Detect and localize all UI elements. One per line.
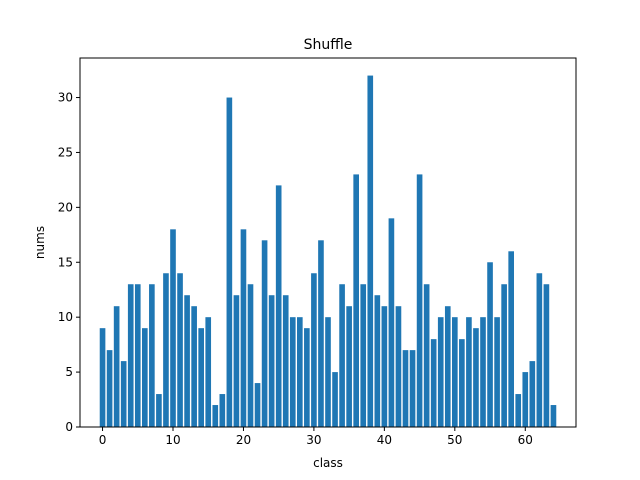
y-tick-label: 5 bbox=[65, 365, 73, 379]
x-tick-label: 20 bbox=[236, 433, 251, 447]
x-axis-ticks: 0 10 20 30 40 50 60 bbox=[99, 427, 533, 447]
bar-class-31 bbox=[318, 240, 324, 427]
bar-class-3 bbox=[120, 361, 127, 427]
bar-class-12 bbox=[184, 295, 190, 427]
bar-class-25 bbox=[275, 185, 282, 427]
bar-class-42 bbox=[395, 306, 402, 427]
bar-class-24 bbox=[268, 295, 275, 427]
y-axis-ticks: 0 5 10 15 20 25 30 bbox=[58, 91, 80, 434]
bar-class-32 bbox=[325, 317, 331, 427]
x-tick-label: 40 bbox=[377, 433, 392, 447]
bar-class-8 bbox=[156, 394, 162, 427]
bar-class-57 bbox=[501, 284, 507, 427]
bar-class-20 bbox=[240, 229, 247, 427]
bar-class-18 bbox=[226, 97, 233, 428]
x-tick-label: 0 bbox=[99, 433, 107, 447]
bar-class-2 bbox=[113, 306, 120, 427]
chart-title: Shuffle bbox=[304, 37, 353, 53]
bar-class-23 bbox=[261, 240, 268, 427]
bar-class-14 bbox=[198, 328, 204, 427]
bar-class-44 bbox=[409, 350, 416, 427]
bar-class-51 bbox=[459, 339, 465, 427]
bar-class-60 bbox=[522, 372, 529, 427]
bar-class-40 bbox=[381, 306, 388, 427]
x-tick-label: 30 bbox=[306, 433, 321, 447]
bar-class-13 bbox=[191, 306, 197, 427]
bar-class-9 bbox=[163, 273, 169, 427]
bar-class-36 bbox=[353, 174, 359, 427]
y-tick-label: 30 bbox=[58, 91, 73, 105]
bar-class-52 bbox=[466, 317, 472, 427]
bar-class-19 bbox=[233, 295, 240, 427]
bar-class-54 bbox=[480, 317, 486, 427]
bar-class-33 bbox=[332, 372, 338, 427]
bar-class-29 bbox=[304, 328, 310, 427]
bar-class-49 bbox=[444, 306, 451, 427]
bars bbox=[99, 75, 557, 428]
bar-class-63 bbox=[543, 284, 550, 427]
bar-class-61 bbox=[529, 361, 536, 427]
bar-class-48 bbox=[437, 317, 444, 427]
bar-class-11 bbox=[177, 273, 183, 427]
x-tick-label: 60 bbox=[518, 433, 533, 447]
bar-class-53 bbox=[473, 328, 479, 427]
bar-class-39 bbox=[374, 295, 381, 427]
x-tick-label: 50 bbox=[447, 433, 462, 447]
bar-class-34 bbox=[339, 284, 345, 427]
bar-class-5 bbox=[134, 284, 141, 427]
bar-class-62 bbox=[536, 273, 543, 427]
y-tick-label: 15 bbox=[58, 255, 73, 269]
bar-class-38 bbox=[367, 75, 374, 428]
bar-class-27 bbox=[289, 317, 296, 427]
bar-class-15 bbox=[205, 317, 212, 427]
bar-class-55 bbox=[487, 262, 493, 427]
bar-class-6 bbox=[142, 328, 148, 427]
y-tick-label: 25 bbox=[58, 145, 73, 159]
bar-class-58 bbox=[508, 251, 514, 427]
bar-class-41 bbox=[388, 218, 395, 427]
bar-class-28 bbox=[297, 317, 303, 427]
y-tick-label: 20 bbox=[58, 200, 73, 214]
bar-class-64 bbox=[550, 405, 557, 427]
bar-class-45 bbox=[416, 174, 423, 427]
bar-class-22 bbox=[254, 383, 261, 427]
bar-class-0 bbox=[99, 328, 106, 427]
bar-class-17 bbox=[219, 394, 226, 427]
bar-class-21 bbox=[247, 284, 254, 427]
bar-class-43 bbox=[402, 350, 409, 427]
bar-class-47 bbox=[430, 339, 437, 427]
bar-class-10 bbox=[170, 229, 176, 427]
plot-frame bbox=[79, 57, 577, 428]
bar-class-56 bbox=[494, 317, 500, 427]
bar-class-26 bbox=[282, 295, 289, 427]
bar-class-16 bbox=[212, 405, 219, 427]
y-axis-label: nums bbox=[33, 226, 47, 259]
x-axis-label: class bbox=[313, 456, 343, 470]
bar-class-46 bbox=[423, 284, 430, 427]
bar-class-59 bbox=[515, 394, 522, 427]
bar-class-35 bbox=[346, 306, 352, 427]
bar-class-7 bbox=[149, 284, 155, 427]
y-tick-label: 10 bbox=[58, 310, 73, 324]
y-tick-label: 0 bbox=[65, 420, 73, 434]
bar-class-37 bbox=[360, 284, 367, 427]
bar-class-50 bbox=[452, 317, 458, 427]
bar-class-1 bbox=[106, 350, 113, 427]
x-tick-label: 10 bbox=[165, 433, 180, 447]
bar-class-4 bbox=[127, 284, 134, 427]
bar-class-30 bbox=[311, 273, 317, 427]
